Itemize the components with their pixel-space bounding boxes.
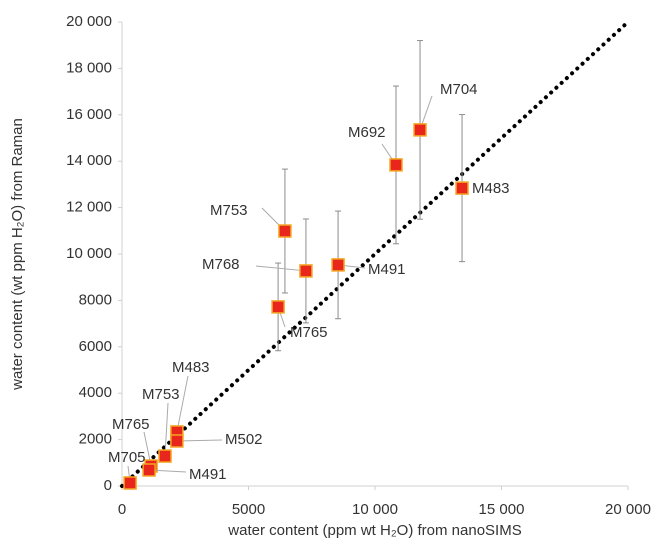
y-tick-label: 10 000 <box>66 245 112 262</box>
point <box>170 434 184 448</box>
point <box>455 181 469 195</box>
y-tick-label: 0 <box>104 477 112 494</box>
y-axis-label: water content (wt ppm H₂O) from Raman <box>9 118 26 391</box>
y-tick-label: 2000 <box>79 431 112 448</box>
point-label: M483 <box>472 180 510 197</box>
point <box>158 449 172 463</box>
y-tick-label: 6000 <box>79 338 112 355</box>
point <box>413 123 427 137</box>
point-label: M502 <box>225 431 263 448</box>
x-tick-label: 10 000 <box>352 501 398 518</box>
point-label: M491 <box>189 466 227 483</box>
point-label: M765 <box>112 416 150 433</box>
point <box>299 264 313 278</box>
point-label: M753 <box>142 386 180 403</box>
y-tick-label: 14 000 <box>66 152 112 169</box>
point <box>389 158 403 172</box>
y-tick-label: 20 000 <box>66 13 112 30</box>
point-label: M705 <box>108 449 146 466</box>
point <box>331 258 345 272</box>
x-tick-label: 0 <box>118 501 126 518</box>
y-tick-label: 12 000 <box>66 199 112 216</box>
point-label: M765 <box>290 324 328 341</box>
x-tick-label: 15 000 <box>479 501 525 518</box>
point-label: M692 <box>348 124 386 141</box>
x-tick-label: 5000 <box>232 501 265 518</box>
x-axis-label: water content (ppm wt H₂O) from nanoSIMS <box>227 522 521 539</box>
y-tick-label: 18 000 <box>66 59 112 76</box>
point-label: M483 <box>172 359 210 376</box>
point <box>142 463 156 477</box>
leader-line <box>176 375 189 433</box>
x-tick-label: 20 000 <box>605 501 651 518</box>
point <box>271 300 285 314</box>
y-tick-label: 16 000 <box>66 106 112 123</box>
point-label: M491 <box>368 261 406 278</box>
leader-line <box>255 265 306 272</box>
y-tick-label: 8000 <box>79 291 112 308</box>
point-label: M768 <box>202 256 240 273</box>
y-tick-label: 4000 <box>79 384 112 401</box>
leader-line <box>164 402 169 457</box>
point-label: M704 <box>440 81 478 98</box>
point <box>123 476 137 490</box>
point <box>278 224 292 238</box>
identity-line <box>120 20 630 488</box>
leader-line <box>176 439 223 442</box>
point-label: M753 <box>210 202 248 219</box>
